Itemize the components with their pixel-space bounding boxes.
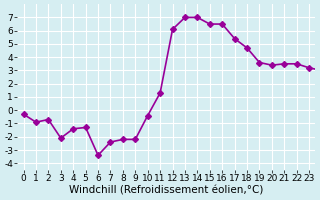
X-axis label: Windchill (Refroidissement éolien,°C): Windchill (Refroidissement éolien,°C) <box>69 186 263 196</box>
